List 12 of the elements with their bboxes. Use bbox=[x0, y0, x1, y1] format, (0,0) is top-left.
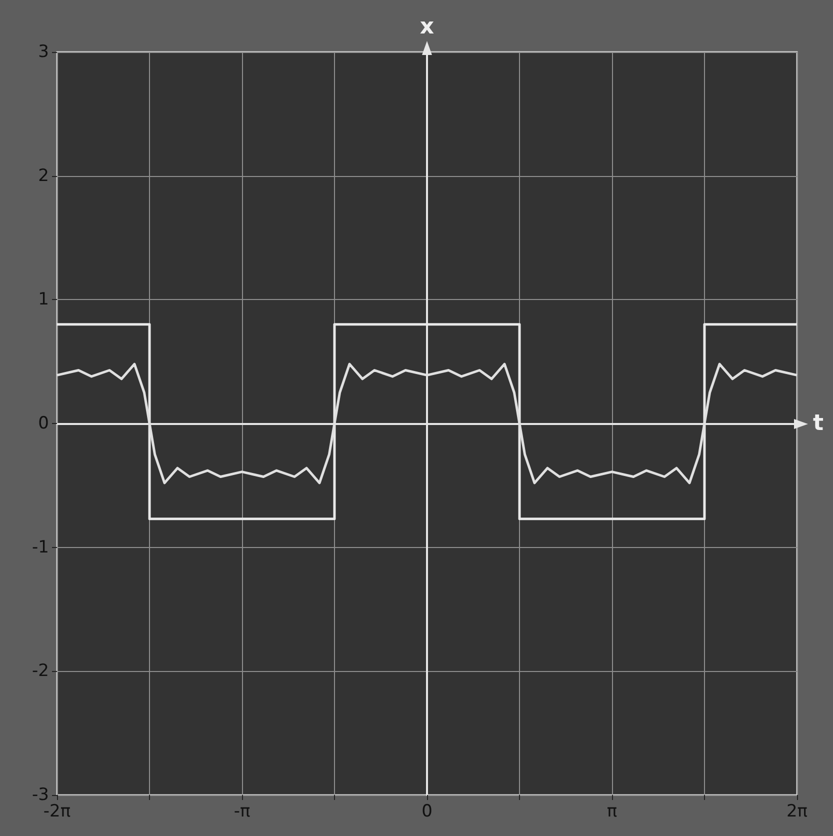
y-tick-label: 3 bbox=[38, 42, 49, 62]
y-tick-label: -2 bbox=[32, 661, 49, 682]
x-tick-label: -π bbox=[234, 802, 250, 822]
x-tick-label: π bbox=[606, 802, 618, 822]
y-tick-label: 0 bbox=[38, 414, 49, 434]
y-axis-title: x bbox=[420, 14, 434, 40]
x-tick-label: 0 bbox=[422, 802, 432, 822]
x-axis-title: t bbox=[813, 411, 824, 436]
x-tick-label: 2π bbox=[786, 802, 808, 822]
y-tick-label: 2 bbox=[38, 166, 49, 186]
y-tick-label: -1 bbox=[32, 537, 49, 558]
y-tick-label: 1 bbox=[38, 290, 49, 310]
